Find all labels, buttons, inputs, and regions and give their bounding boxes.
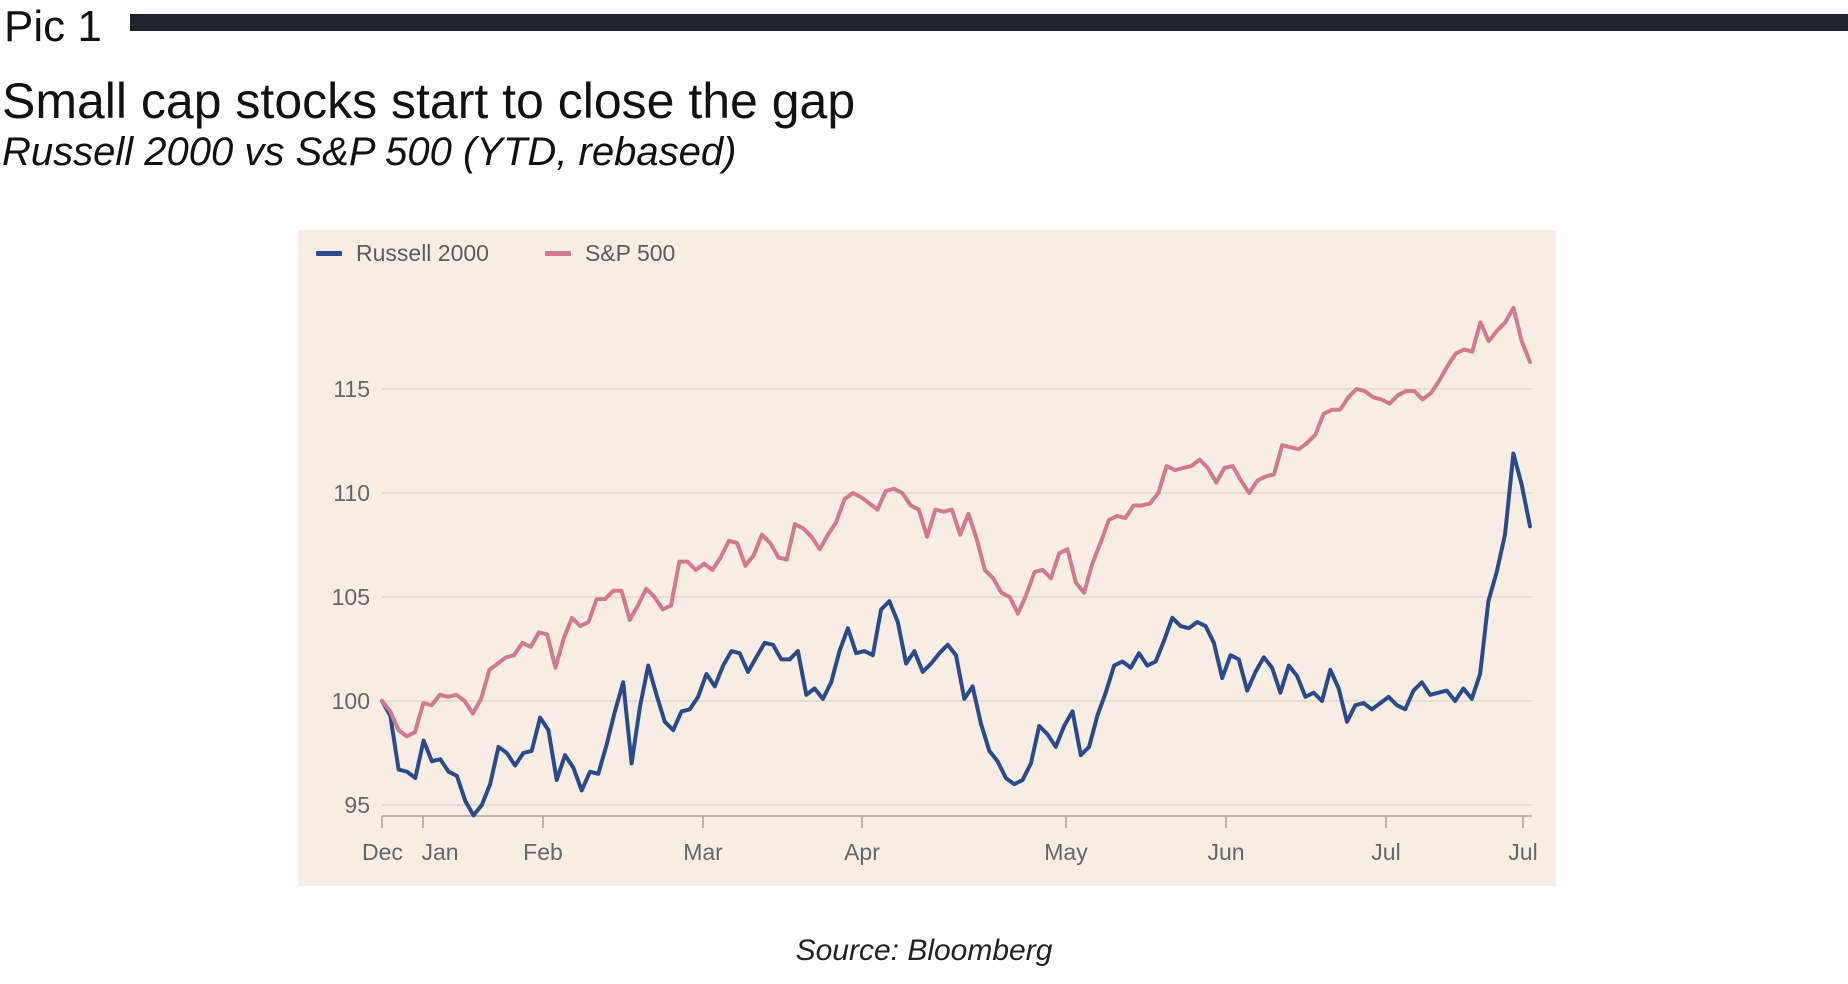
x-tick-label-5: May <box>1044 839 1088 865</box>
series-line-sp-500 <box>380 305 1532 739</box>
x-tick-label-0: Dec <box>362 839 403 865</box>
chart-panel: 95 100 105 110 115 Dec Jan Feb Mar Apr May Jun Jul Ju… <box>298 230 1556 886</box>
y-tick-label-105: 105 <box>332 584 370 610</box>
legend-swatch-russell-2000 <box>316 250 342 256</box>
x-tick-label-1: Jan <box>421 839 458 865</box>
series-layer <box>380 305 1532 818</box>
x-tick-label-7: Jul <box>1371 839 1400 865</box>
y-tick-label-100: 100 <box>332 688 370 714</box>
legend-label-russell-2000: Russell 2000 <box>356 239 489 266</box>
x-tick-label-8: Jul <box>1508 839 1537 865</box>
x-tick-label-2: Feb <box>523 839 563 865</box>
legend-swatch-sp-500 <box>544 250 571 256</box>
y-tick-label-115: 115 <box>333 376 370 402</box>
chart-title: Small cap stocks start to close the gap <box>2 73 856 129</box>
legend-item-sp-500: S&P 500 <box>544 239 676 267</box>
series-line-russell-2000 <box>380 451 1532 818</box>
chart-subtitle: Russell 2000 vs S&P 500 (YTD, rebased) <box>2 130 737 174</box>
line-chart: 95 100 105 110 115 Dec Jan Feb Mar Apr May Jun Jul Ju… <box>332 305 1538 865</box>
header-rule <box>130 14 1848 31</box>
pic-label: Pic 1 <box>4 2 102 51</box>
legend-item-russell-2000: Russell 2000 <box>316 240 489 267</box>
source-note: Source: Bloomberg <box>795 934 1053 967</box>
legend-label-sp-500: S&P 500 <box>584 239 676 266</box>
y-tick-label-110: 110 <box>333 480 370 506</box>
chart-legend: Russell 2000 S&P 500 <box>316 236 731 270</box>
x-tick-label-3: Mar <box>683 839 723 865</box>
x-tick-label-6: Jun <box>1207 839 1244 865</box>
grid-layer <box>382 388 1532 806</box>
y-tick-label-95: 95 <box>344 792 370 818</box>
x-tick-label-4: Apr <box>844 839 880 865</box>
axis-layer: 95 100 105 110 115 Dec Jan Feb Mar Apr May Jun Jul Ju… <box>332 376 1538 865</box>
